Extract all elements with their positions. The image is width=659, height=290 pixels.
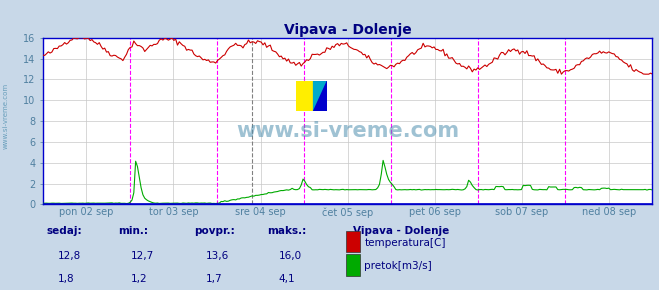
Text: 4,1: 4,1 xyxy=(279,274,295,284)
Text: www.si-vreme.com: www.si-vreme.com xyxy=(2,83,9,149)
Text: 1,8: 1,8 xyxy=(58,274,74,284)
Text: 1,2: 1,2 xyxy=(130,274,147,284)
Text: maks.:: maks.: xyxy=(267,226,306,236)
Text: pretok[m3/s]: pretok[m3/s] xyxy=(364,261,432,271)
Title: Vipava - Dolenje: Vipava - Dolenje xyxy=(284,23,411,37)
Text: Vipava - Dolenje: Vipava - Dolenje xyxy=(353,226,449,236)
Text: min.:: min.: xyxy=(119,226,149,236)
Text: 1,7: 1,7 xyxy=(206,274,223,284)
Text: sedaj:: sedaj: xyxy=(46,226,82,236)
Text: povpr.:: povpr.: xyxy=(194,226,235,236)
Text: 12,8: 12,8 xyxy=(58,251,81,261)
Text: www.si-vreme.com: www.si-vreme.com xyxy=(236,121,459,141)
Text: 16,0: 16,0 xyxy=(279,251,302,261)
Polygon shape xyxy=(313,81,326,111)
Text: 12,7: 12,7 xyxy=(130,251,154,261)
FancyBboxPatch shape xyxy=(296,81,313,111)
FancyBboxPatch shape xyxy=(313,81,326,111)
Text: 13,6: 13,6 xyxy=(206,251,229,261)
Text: temperatura[C]: temperatura[C] xyxy=(364,238,446,248)
